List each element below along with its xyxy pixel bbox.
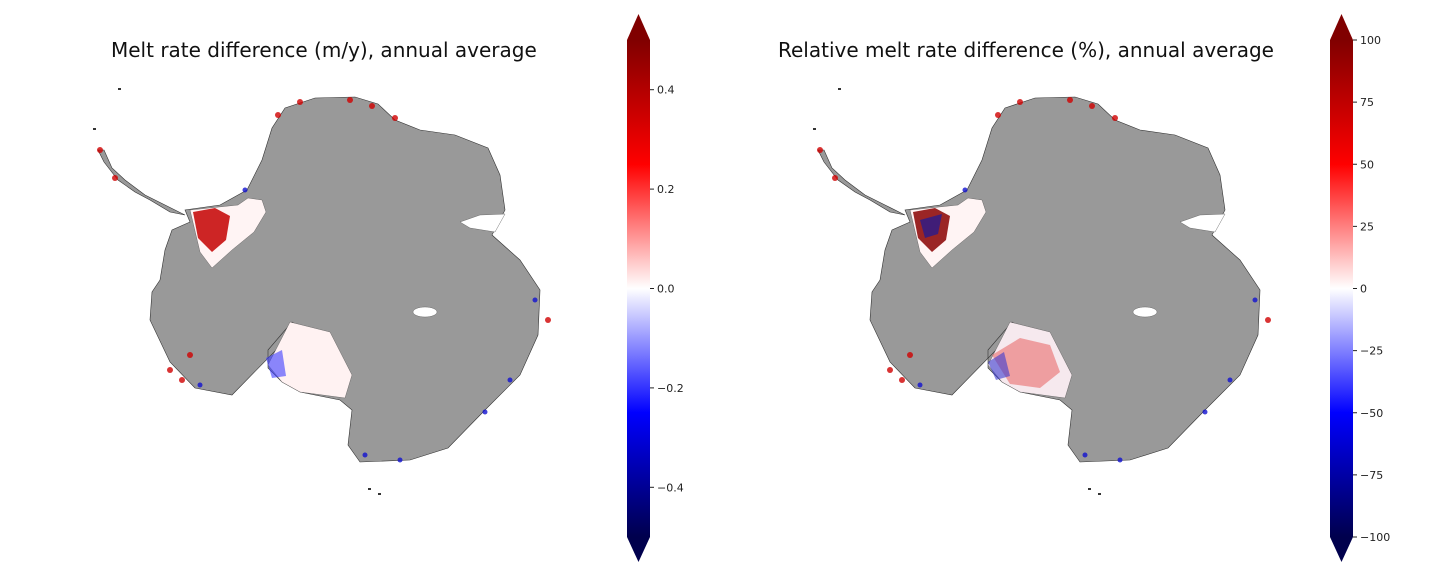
coastal-melt-decrease xyxy=(917,382,923,388)
relative-melt-rate-map: −100 −75 −50 −25 0 25 50 75 100 xyxy=(813,14,1390,562)
antarctic-peninsula xyxy=(817,149,906,216)
coastal-melt-decrease xyxy=(1117,457,1123,463)
coastal-melt-increase xyxy=(297,99,303,105)
antarctica-map xyxy=(93,88,551,495)
lake-vostok-shelf xyxy=(1132,306,1158,318)
coastal-melt-increase xyxy=(167,367,173,373)
coastal-melt-increase xyxy=(275,112,281,118)
coastal-melt-increase xyxy=(179,377,185,383)
coastal-melt-decrease xyxy=(1082,452,1088,458)
ross-ice-shelf xyxy=(267,321,353,399)
coastal-melt-decrease xyxy=(532,297,538,303)
coastal-melt-decrease xyxy=(397,457,403,463)
coastal-melt-decrease xyxy=(197,382,203,388)
island xyxy=(118,88,121,90)
colorbar-tick-label: 100 xyxy=(1360,34,1381,47)
coastal-melt-increase xyxy=(545,317,551,323)
colorbar-tick-label: −50 xyxy=(1360,407,1383,420)
coastal-melt-increase xyxy=(832,175,838,181)
coastal-melt-increase xyxy=(1265,317,1271,323)
coastal-melt-increase xyxy=(1017,99,1023,105)
coastal-melt-increase xyxy=(347,97,353,103)
colorbar-extend-max xyxy=(1330,14,1353,40)
colorbar: −100 −75 −50 −25 0 25 50 75 100 xyxy=(1330,14,1390,562)
island xyxy=(93,128,96,130)
island xyxy=(1088,488,1091,490)
colorbar-body xyxy=(627,40,650,537)
panel-relative-melt-rate-difference: Relative melt rate difference (%), annua… xyxy=(720,0,1440,576)
colorbar-tick-label: 25 xyxy=(1360,220,1374,233)
island xyxy=(378,493,381,495)
coastal-melt-increase xyxy=(97,147,103,153)
coastal-melt-decrease xyxy=(1227,377,1233,383)
colorbar-tick-label: 0.2 xyxy=(657,183,675,196)
coastal-melt-increase xyxy=(995,112,1001,118)
chart-title: Melt rate difference (m/y), annual avera… xyxy=(111,38,537,62)
colorbar-tick-label: 0.0 xyxy=(657,283,675,296)
antarctica-map xyxy=(813,88,1271,495)
coastal-melt-decrease xyxy=(242,187,248,193)
island xyxy=(368,488,371,490)
coastal-melt-increase xyxy=(887,367,893,373)
coastal-melt-increase xyxy=(1067,97,1073,103)
colorbar-tick-label: 0 xyxy=(1360,283,1367,296)
coastal-melt-decrease xyxy=(1202,409,1208,415)
colorbar-tick-label: −0.2 xyxy=(657,382,684,395)
ross-negative-anomaly xyxy=(266,350,286,378)
colorbar-extend-max xyxy=(627,14,650,40)
ronne-melt-anomaly xyxy=(193,208,230,252)
coastal-melt-increase xyxy=(1089,103,1095,109)
colorbar-tick-label: 0.4 xyxy=(657,84,675,97)
colorbar-tick-label: −100 xyxy=(1360,531,1390,544)
antarctic-peninsula xyxy=(97,149,186,216)
coastal-melt-increase xyxy=(112,175,118,181)
colorbar-tick-label: −0.4 xyxy=(657,481,684,494)
colorbar-tick-label: −75 xyxy=(1360,469,1383,482)
chart-title: Relative melt rate difference (%), annua… xyxy=(778,38,1274,62)
colorbar-extend-min xyxy=(1330,537,1353,562)
coastal-melt-decrease xyxy=(507,377,513,383)
coastal-melt-increase xyxy=(817,147,823,153)
amery-ice-shelf xyxy=(1179,213,1226,233)
coastal-melt-increase xyxy=(907,352,913,358)
coastal-melt-increase xyxy=(369,103,375,109)
ross-negative-anomaly xyxy=(988,352,1010,380)
colorbar-tick-label: 50 xyxy=(1360,158,1374,171)
grounded-ice xyxy=(869,96,1261,463)
coastal-melt-decrease xyxy=(482,409,488,415)
colorbar-body xyxy=(1330,40,1353,537)
amery-ice-shelf xyxy=(459,213,506,233)
melt-rate-map: −0.4 −0.2 0.0 0.2 0.4 xyxy=(93,14,684,562)
island xyxy=(1098,493,1101,495)
coastal-melt-increase xyxy=(1112,115,1118,121)
coastal-melt-decrease xyxy=(962,187,968,193)
island xyxy=(838,88,841,90)
colorbar: −0.4 −0.2 0.0 0.2 0.4 xyxy=(627,14,684,562)
ronne-negative-anomaly xyxy=(920,214,942,238)
coastal-melt-increase xyxy=(392,115,398,121)
coastal-melt-decrease xyxy=(362,452,368,458)
colorbar-tick-label: −25 xyxy=(1360,345,1383,358)
coastal-melt-increase xyxy=(187,352,193,358)
coastal-melt-decrease xyxy=(1252,297,1258,303)
colorbar-tick-label: 75 xyxy=(1360,96,1374,109)
grounded-ice xyxy=(149,96,541,463)
panel-melt-rate-difference: Melt rate difference (m/y), annual avera… xyxy=(93,14,684,562)
island xyxy=(813,128,816,130)
lake-vostok-shelf xyxy=(412,306,438,318)
colorbar-extend-min xyxy=(627,537,650,562)
coastal-melt-increase xyxy=(899,377,905,383)
